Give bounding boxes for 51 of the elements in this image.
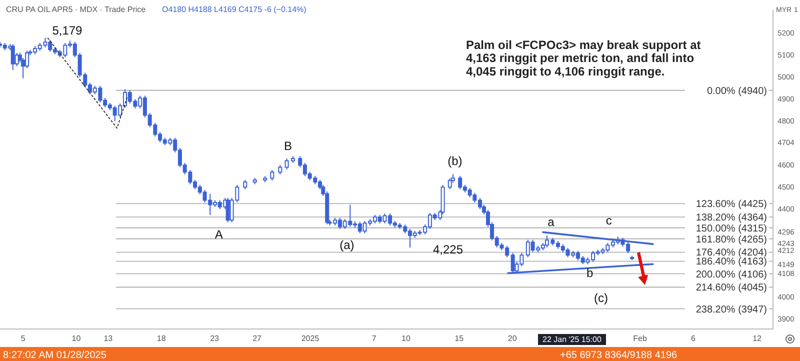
annotation: A bbox=[214, 227, 223, 242]
x-tick-label: 10 bbox=[402, 334, 411, 343]
ref-line-label: 200.00% (4106) bbox=[696, 269, 767, 280]
chart-subtitle: O4180 H4188 L4169 C4175 -6 (−0.14%) bbox=[162, 5, 307, 14]
annotation: c bbox=[606, 214, 612, 228]
x-tick-label: 27 bbox=[252, 334, 262, 343]
annotation: B bbox=[284, 139, 292, 154]
x-tick-label: 2025 bbox=[301, 334, 320, 343]
x-tick-label: Feb bbox=[633, 334, 648, 343]
x-tick-label: 7 bbox=[372, 334, 377, 343]
annotation: (c) bbox=[594, 291, 608, 305]
candlestick bbox=[284, 158, 289, 170]
annotation: 5,179 bbox=[52, 24, 83, 38]
candlestick bbox=[252, 177, 257, 185]
candlestick bbox=[278, 164, 282, 175]
ref-line-label: 138.20% (4364) bbox=[696, 212, 767, 224]
candlestick bbox=[226, 197, 230, 223]
candlestick bbox=[448, 178, 452, 190]
candlestick bbox=[2, 42, 7, 51]
x-tick-label: 10 bbox=[72, 334, 82, 343]
annotation: (b) bbox=[448, 154, 462, 168]
x-tick-label: 20 bbox=[508, 334, 518, 343]
x-tick-label: 15 bbox=[454, 334, 464, 343]
ref-line-label: 186.40% (4163) bbox=[696, 256, 767, 268]
x-tick-label: 5 bbox=[20, 334, 26, 343]
candlestick bbox=[630, 255, 634, 260]
chart-title: CRU PA OIL APR5 · MDX · Trade Price bbox=[6, 5, 146, 14]
ref-line-label: 238.20% (3947) bbox=[696, 304, 767, 316]
x-tick-label: 13 bbox=[104, 334, 114, 343]
text: 8:27:02 AM 01/28/2025 bbox=[3, 350, 107, 361]
annotation: 4,225 bbox=[432, 242, 464, 257]
text: +65 6973 8364/9188 4196 bbox=[560, 350, 678, 361]
text: 22 Jan '25 15:00 bbox=[542, 335, 602, 344]
annotation: a bbox=[548, 215, 555, 230]
ref-line-label: 150.00% (4315) bbox=[696, 223, 767, 234]
x-tick-label: 12 bbox=[752, 334, 762, 343]
ref-line-label: 123.60% (4425) bbox=[696, 199, 767, 210]
candlestick bbox=[290, 156, 295, 164]
annotation: (a) bbox=[340, 238, 354, 252]
x-tick-label: 23 bbox=[210, 334, 220, 343]
x-tick-label: 18 bbox=[156, 334, 166, 343]
ref-line-label: 161.80% (4265) bbox=[696, 234, 767, 246]
ref-line-label: 0.00% (4940) bbox=[706, 86, 767, 97]
annotation: b bbox=[586, 266, 594, 280]
candlestick bbox=[10, 44, 15, 71]
x-tick-label: 6 bbox=[690, 334, 696, 343]
candlestick bbox=[263, 176, 268, 183]
ref-line-label: 214.60% (4045) bbox=[696, 282, 767, 294]
candlestick bbox=[243, 179, 248, 190]
candlestick bbox=[270, 169, 274, 181]
annotation: Palm oil <FCPOc3> may break support at 4,163 ringgit per metric ton, and fall into 4,045 ringgit to 4,106 ringgit range. bbox=[466, 38, 701, 78]
